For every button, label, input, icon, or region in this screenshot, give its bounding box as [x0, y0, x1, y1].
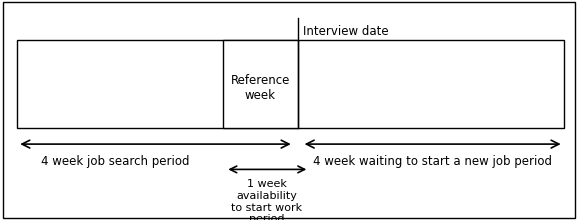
Text: 4 week job search period: 4 week job search period — [42, 155, 190, 168]
Text: Interview date: Interview date — [303, 25, 389, 38]
Text: Reference
week: Reference week — [231, 74, 290, 102]
Bar — [223, 40, 298, 128]
Text: 4 week waiting to start a new job period: 4 week waiting to start a new job period — [313, 155, 552, 168]
Bar — [17, 40, 564, 128]
Text: 1 week
availability
to start work
period: 1 week availability to start work period — [231, 179, 303, 220]
